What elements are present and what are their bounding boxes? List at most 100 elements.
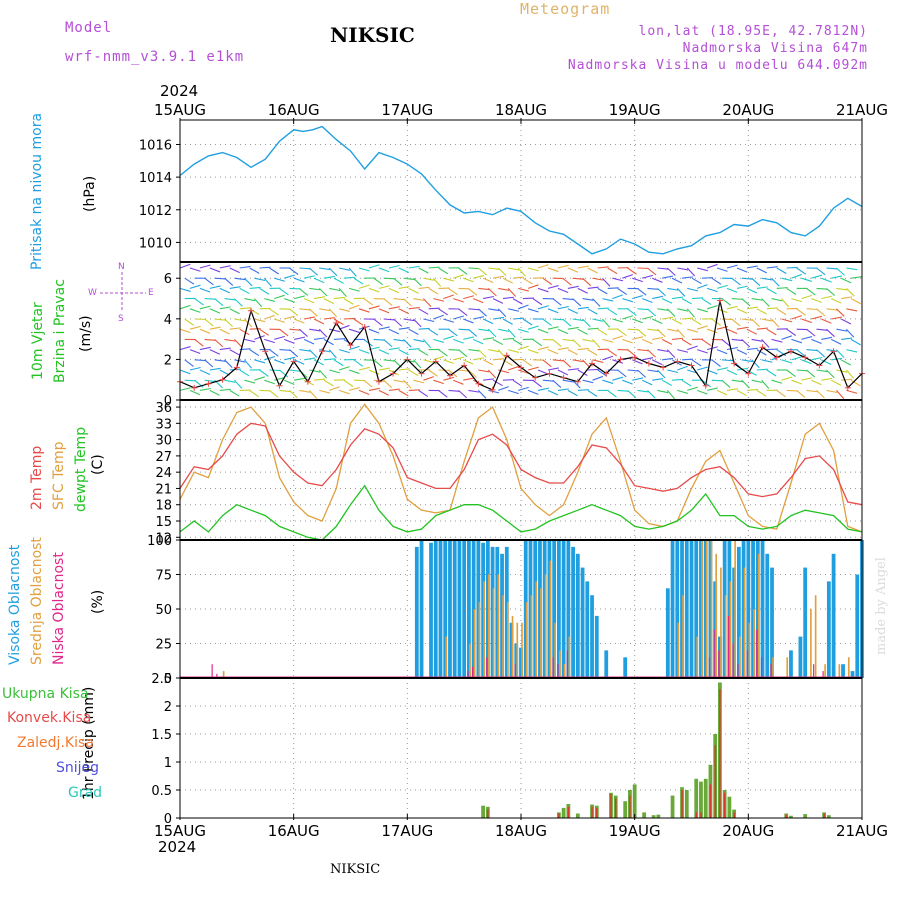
cloud-high-bar [429,542,433,678]
wind-barb [651,359,663,366]
wind-barb [338,366,350,371]
wind-barb [468,267,480,270]
wind-barb [816,267,826,276]
cloud-high-bar [547,540,552,678]
wind-barb [741,298,751,307]
wind-barb [283,338,295,344]
wind-barb [189,366,201,371]
wind-barb [368,264,380,269]
wind-barb [572,359,584,363]
wind-barb [771,277,780,287]
wind-barb [537,305,549,310]
wind-barb [423,298,432,308]
wind-barb [468,349,480,352]
wind-barb [443,376,455,381]
wind-barb [741,338,751,348]
cloud-high-bar [826,581,831,678]
wind-barb [293,318,305,324]
cloud-mid-bar [554,622,556,678]
cloud-low-bar [552,657,554,678]
wind-barb [522,359,533,367]
wind-barb [592,339,601,348]
wind-barb [577,287,588,294]
cloud-mid-bar [743,567,746,678]
wind-barb [453,274,464,279]
temp-ytick-label: 27 [155,450,172,465]
cloud-mid-bar [729,581,732,678]
wind-barb [209,308,221,314]
wind-barb [831,316,843,320]
cloud-high-bar [708,540,713,678]
precip-conv-bar [709,784,712,818]
wind-barb [686,267,696,277]
cloud-high-bar [495,546,500,678]
wind-barb [562,318,572,327]
cloud-high-bar [760,540,765,678]
wind-barb [657,349,669,353]
wind-barb [557,305,569,310]
wind-barb [418,286,430,289]
cloud-mid-bar [734,540,736,678]
wind-barb [677,349,689,353]
wind-barb [463,336,475,340]
cloud-mid-bar [544,574,547,678]
wind-barb [582,379,594,384]
cloud-high-bar [467,540,471,678]
wind-barb [652,336,664,340]
wind-barb [234,359,246,363]
compass-s-label: S [118,314,124,324]
wind-barb [224,318,233,327]
cloud-high-bar [755,540,760,678]
wind-barb [771,338,783,343]
wind-barb [428,266,440,269]
wind-barb [448,349,460,351]
wind-barb [508,308,520,312]
wind-barb [532,298,543,306]
wind-barb [766,287,777,295]
wind-barb [627,328,639,331]
wind-barb [279,369,289,378]
wind-barb [348,328,360,333]
wind-barb [577,265,589,269]
wind-barb [562,379,574,383]
wind-barb [527,267,539,272]
wind-barb [398,389,409,397]
wind-barb [393,298,405,301]
wind-barb [433,379,445,385]
wind-barb [607,287,619,289]
wind-barb [677,267,689,271]
wind-barb [234,379,243,389]
wind-barb [845,369,855,379]
wind-barb [487,369,497,379]
wind-barb [308,390,318,399]
wind-barb [388,287,400,294]
wind-barb [249,267,260,274]
wind-barb [492,298,504,304]
wind-barb [667,287,679,291]
wind-barb [328,308,338,318]
wind-barb [632,359,643,365]
wind-barb [562,277,572,286]
wind-barb [657,369,666,379]
wind-barb [786,389,798,392]
wind-barb [453,356,465,361]
wind-barb [323,379,334,387]
wind-barb [453,338,464,344]
cloud-high-bar [443,540,448,678]
temp-ytick-label: 12 [155,531,172,546]
wind-barb [189,284,201,289]
wind-barb [323,338,334,346]
wind-barb [219,328,230,335]
wind-barb [243,359,253,369]
x-tick-label-bottom: 18AUG [495,822,547,840]
wind-barb [179,346,191,351]
wind-barb [681,276,694,279]
wind-barb [756,308,767,315]
wind-barb [706,305,718,310]
wind-barb [671,318,683,325]
wind-barb [756,327,768,330]
lonlat-label: lon,lat (18.95E, 42.7812N) [638,24,868,39]
wind-barb [821,318,832,324]
wind-barb [791,338,803,344]
wind-barb [358,349,370,354]
